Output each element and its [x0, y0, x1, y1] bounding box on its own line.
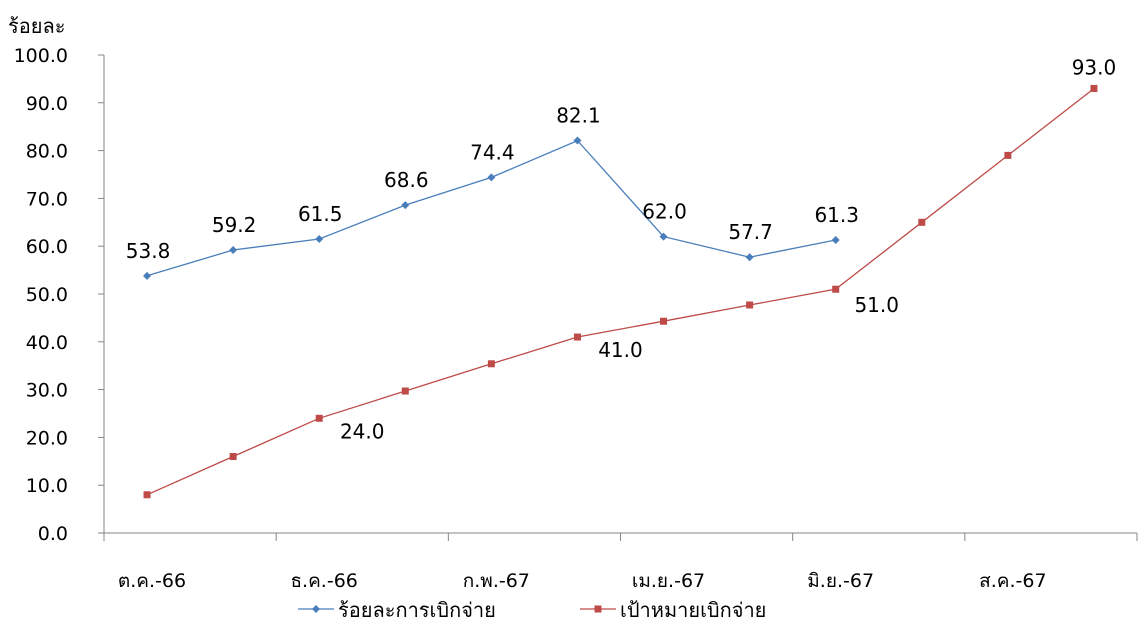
y-tick-label: 40.0 [26, 332, 68, 354]
x-tick-label: เม.ย.-67 [632, 570, 705, 592]
data-labels: 53.8 59.2 61.5 68.6 74.4 82.1 62.0 57.7 61.3 24.0… [126, 55, 1116, 443]
data-point [831, 235, 840, 244]
data-point [573, 333, 581, 341]
y-tick-label: 30.0 [26, 380, 68, 402]
legend: ร้อยละการเบิกจ่าย เป้าหมายเบิกจ่าย [298, 598, 766, 622]
y-tick-label: 20.0 [26, 427, 68, 449]
y-tick-label: 100.0 [14, 45, 68, 67]
y-tick-labels: 0.0 10.0 20.0 30.0 40.0 50.0 60.0 70.0 80.0 90.0 1… [14, 45, 68, 545]
series-line-2 [146, 87, 1095, 496]
x-tick-label: มิ.ย.-67 [807, 570, 874, 592]
data-label: 24.0 [340, 419, 385, 443]
series-lines [146, 87, 1095, 496]
data-label: 82.1 [556, 104, 601, 128]
legend-marker [312, 605, 320, 613]
y-tick-label: 50.0 [26, 284, 68, 306]
legend-label: ร้อยละการเบิกจ่าย [338, 598, 496, 622]
y-tick-label: 60.0 [26, 236, 68, 258]
data-label: 93.0 [1072, 55, 1117, 79]
x-tick-label: ก.พ.-67 [463, 570, 530, 592]
series-markers [143, 84, 1098, 499]
data-label: 61.3 [814, 203, 859, 227]
x-tick-label: ธ.ค.-66 [290, 570, 357, 592]
data-point [659, 232, 668, 241]
data-point [315, 235, 324, 244]
x-tick-labels: ต.ค.-66 ธ.ค.-66 ก.พ.-67 เม.ย.-67 มิ.ย.-67 ส.ค… [118, 570, 1047, 592]
data-label: 51.0 [854, 293, 899, 317]
data-point [401, 387, 409, 395]
legend-marker [594, 605, 602, 613]
legend-label: เป้าหมายเบิกจ่าย [620, 598, 766, 622]
y-tick-label: 80.0 [26, 141, 68, 163]
y-tick-label: 70.0 [26, 188, 68, 210]
data-point [745, 253, 754, 262]
data-label: 68.6 [384, 168, 429, 192]
data-point [401, 201, 410, 210]
data-label: 57.7 [728, 220, 773, 244]
data-point [918, 218, 926, 226]
y-tick-label: 10.0 [26, 475, 68, 497]
data-label: 74.4 [470, 140, 515, 164]
data-point [832, 285, 840, 293]
y-tick-label: 0.0 [38, 523, 68, 545]
data-point [1004, 151, 1012, 159]
data-point [660, 317, 668, 325]
x-tick-label: ต.ค.-66 [118, 570, 186, 592]
data-label: 61.5 [298, 202, 343, 226]
data-point [746, 301, 754, 309]
x-tick-label: ส.ค.-67 [979, 570, 1046, 592]
y-axis-title: ร้อยละ [8, 14, 65, 38]
data-point [1090, 84, 1098, 92]
data-point [229, 246, 238, 255]
data-point [143, 271, 152, 280]
data-label: 59.2 [212, 213, 257, 237]
data-point [315, 414, 323, 422]
data-point [487, 360, 495, 368]
data-label: 62.0 [642, 200, 687, 224]
data-label: 41.0 [598, 338, 643, 362]
axes [98, 54, 1138, 541]
y-tick-label: 90.0 [26, 93, 68, 115]
data-point [573, 136, 582, 145]
data-point [229, 453, 237, 461]
data-point [487, 173, 496, 182]
data-label: 53.8 [126, 239, 171, 263]
data-point [143, 491, 151, 499]
